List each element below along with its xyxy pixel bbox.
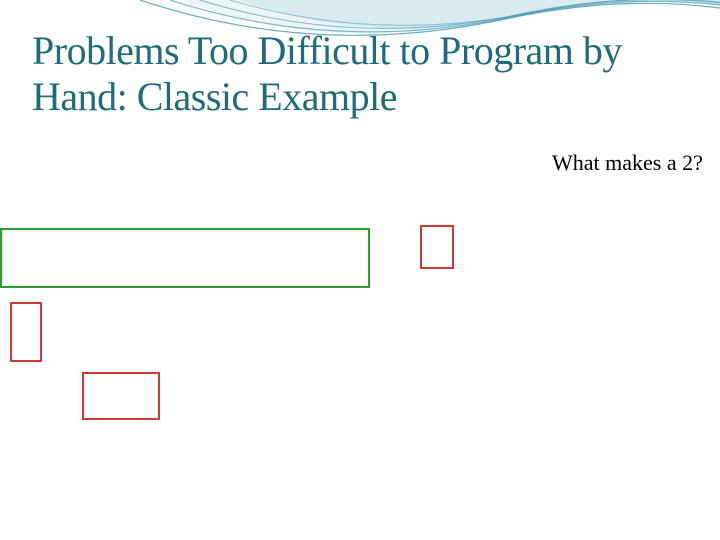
- wave-fill-2: [240, 0, 720, 28]
- wave-line-3: [200, 0, 720, 28]
- wave-line-4: [230, 0, 720, 25]
- box-red-small-top: [420, 225, 454, 269]
- box-red-tall-left: [10, 302, 42, 362]
- slide-title: Problems Too Difficult to Program by Han…: [32, 28, 700, 120]
- box-red-bottom: [82, 372, 160, 420]
- slide: Problems Too Difficult to Program by Han…: [0, 0, 720, 540]
- box-green-wide: [0, 228, 370, 288]
- slide-subtext: What makes a 2?: [552, 150, 703, 176]
